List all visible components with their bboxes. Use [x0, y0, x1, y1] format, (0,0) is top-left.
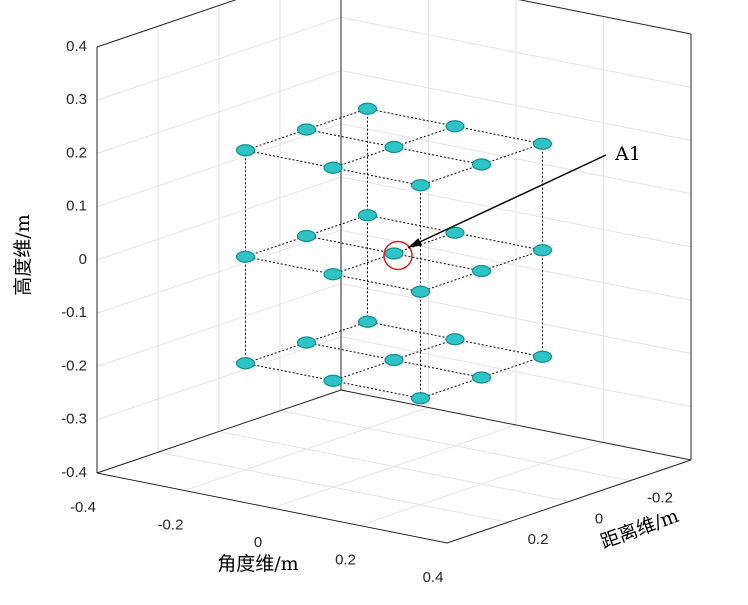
grid-line: [340, 16, 692, 88]
z-tick-label: 0.1: [66, 198, 87, 215]
grid-line: [96, 229, 342, 314]
point: [471, 264, 492, 278]
axis-line: [96, 472, 448, 544]
axis-line: [446, 459, 692, 544]
z-axis-label: 高度维/m: [12, 214, 34, 295]
point: [445, 333, 465, 346]
grid-line: [340, 336, 692, 408]
point: [384, 247, 404, 260]
point: [410, 285, 431, 298]
point: [296, 229, 317, 243]
axis-line: [96, 0, 237, 48]
point: [323, 161, 343, 174]
z-tick-label: 0: [79, 251, 87, 268]
z-tick-label: -0.2: [61, 357, 87, 374]
axis-line: [96, 389, 342, 474]
y-tick-label: -0.2: [647, 490, 673, 507]
point: [532, 350, 553, 363]
grid-line: [340, 176, 692, 248]
annotation: A1: [614, 143, 641, 165]
grid-line: [96, 16, 342, 101]
point: [532, 137, 553, 150]
grid-line: [157, 451, 509, 523]
axis-line: [518, 0, 692, 35]
grid-line: [96, 123, 342, 208]
grid-line: [340, 70, 692, 141]
point: [357, 315, 378, 328]
x-axis-label: 角度维/m: [217, 553, 298, 575]
x-tick-label: 0: [254, 534, 262, 551]
point: [410, 392, 431, 405]
point: [410, 179, 431, 192]
x-tick-label: -0.2: [158, 516, 184, 533]
axis-line: [340, 389, 692, 461]
grid-line: [279, 410, 631, 482]
point: [323, 374, 343, 387]
annotation-arrow: [407, 154, 607, 249]
y-tick-label: 0: [595, 510, 603, 527]
arrow-head: [408, 238, 422, 248]
point: [471, 158, 492, 171]
point: [235, 144, 256, 157]
x-tick-label: -0.4: [70, 499, 96, 516]
highlight-circle: [383, 240, 413, 271]
z-tick-label: -0.4: [61, 464, 87, 481]
z-tick-label: 0.4: [66, 38, 87, 55]
y-axis-label: 距离维/m: [598, 505, 682, 554]
point: [445, 120, 465, 133]
point: [235, 250, 256, 263]
z-tick-label: -0.1: [61, 304, 87, 321]
grid-line: [96, 176, 342, 261]
point: [445, 226, 465, 239]
point: [357, 102, 378, 115]
z-tick-label: -0.3: [61, 411, 87, 428]
point: [471, 371, 492, 384]
grid-line: [96, 283, 342, 367]
x-tick-label: 0.2: [335, 551, 356, 568]
x-tick-label: 0.4: [423, 569, 444, 586]
point: [323, 268, 343, 281]
grid-line: [96, 70, 342, 154]
point: [384, 140, 404, 154]
point: [532, 244, 553, 257]
y-tick-label: 0.2: [528, 531, 549, 548]
grid-line: [96, 336, 342, 421]
grid-line: [340, 123, 692, 195]
point: [296, 123, 317, 136]
point: [296, 336, 317, 349]
grid-line: [340, 283, 692, 354]
point: [357, 209, 378, 222]
z-tick-label: 0.2: [66, 144, 87, 161]
point: [235, 357, 256, 370]
point: [384, 353, 404, 367]
z-tick-label: 0.3: [66, 91, 87, 108]
grid-line: [218, 431, 570, 502]
